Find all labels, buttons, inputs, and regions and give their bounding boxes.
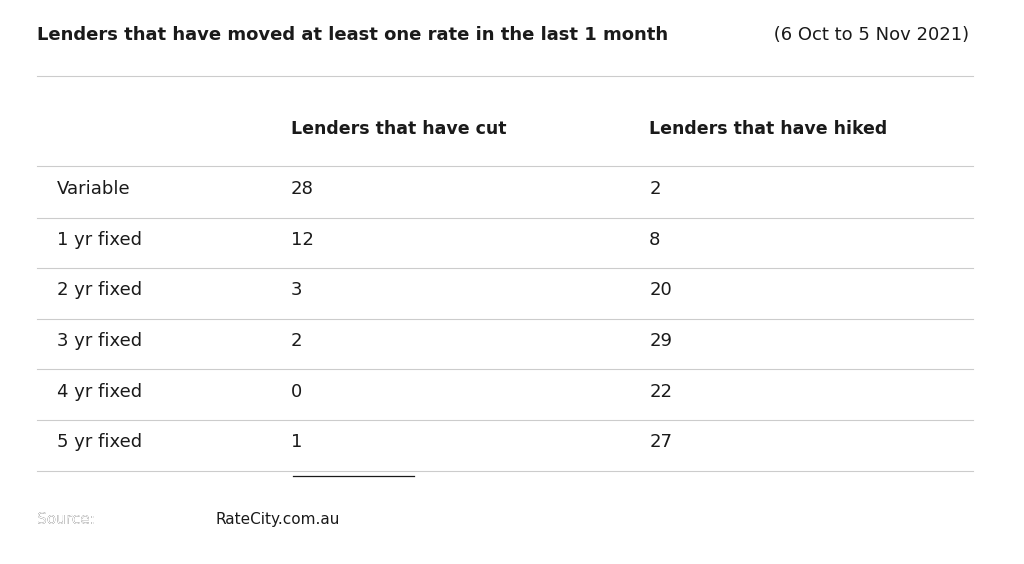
Text: Source:: Source: [37,512,99,527]
Text: RateCity.com.au: RateCity.com.au [216,512,340,527]
Text: Lenders that have hiked: Lenders that have hiked [649,120,888,138]
Text: 4 yr fixed: 4 yr fixed [56,382,142,400]
Text: 22: 22 [649,382,672,400]
Text: Lenders that have cut: Lenders that have cut [291,120,506,138]
Text: 5 yr fixed: 5 yr fixed [56,433,142,451]
Text: 3 yr fixed: 3 yr fixed [56,332,142,350]
Text: 12: 12 [291,231,313,249]
Text: 1 yr fixed: 1 yr fixed [56,231,141,249]
Text: 0: 0 [291,382,302,400]
Text: 20: 20 [649,281,672,299]
Text: 29: 29 [649,332,672,350]
Text: Variable: Variable [56,180,130,198]
Text: Source:: Source: [37,512,99,527]
Text: 2: 2 [291,332,302,350]
Text: 27: 27 [649,433,672,451]
Text: 8: 8 [649,231,660,249]
Text: 2 yr fixed: 2 yr fixed [56,281,142,299]
Text: 28: 28 [291,180,313,198]
Text: 3: 3 [291,281,302,299]
Text: Lenders that have moved at least one rate in the last 1 month: Lenders that have moved at least one rat… [37,26,668,44]
Text: 1: 1 [291,433,302,451]
Text: 2: 2 [649,180,660,198]
Text: (6 Oct to 5 Nov 2021): (6 Oct to 5 Nov 2021) [768,26,970,44]
